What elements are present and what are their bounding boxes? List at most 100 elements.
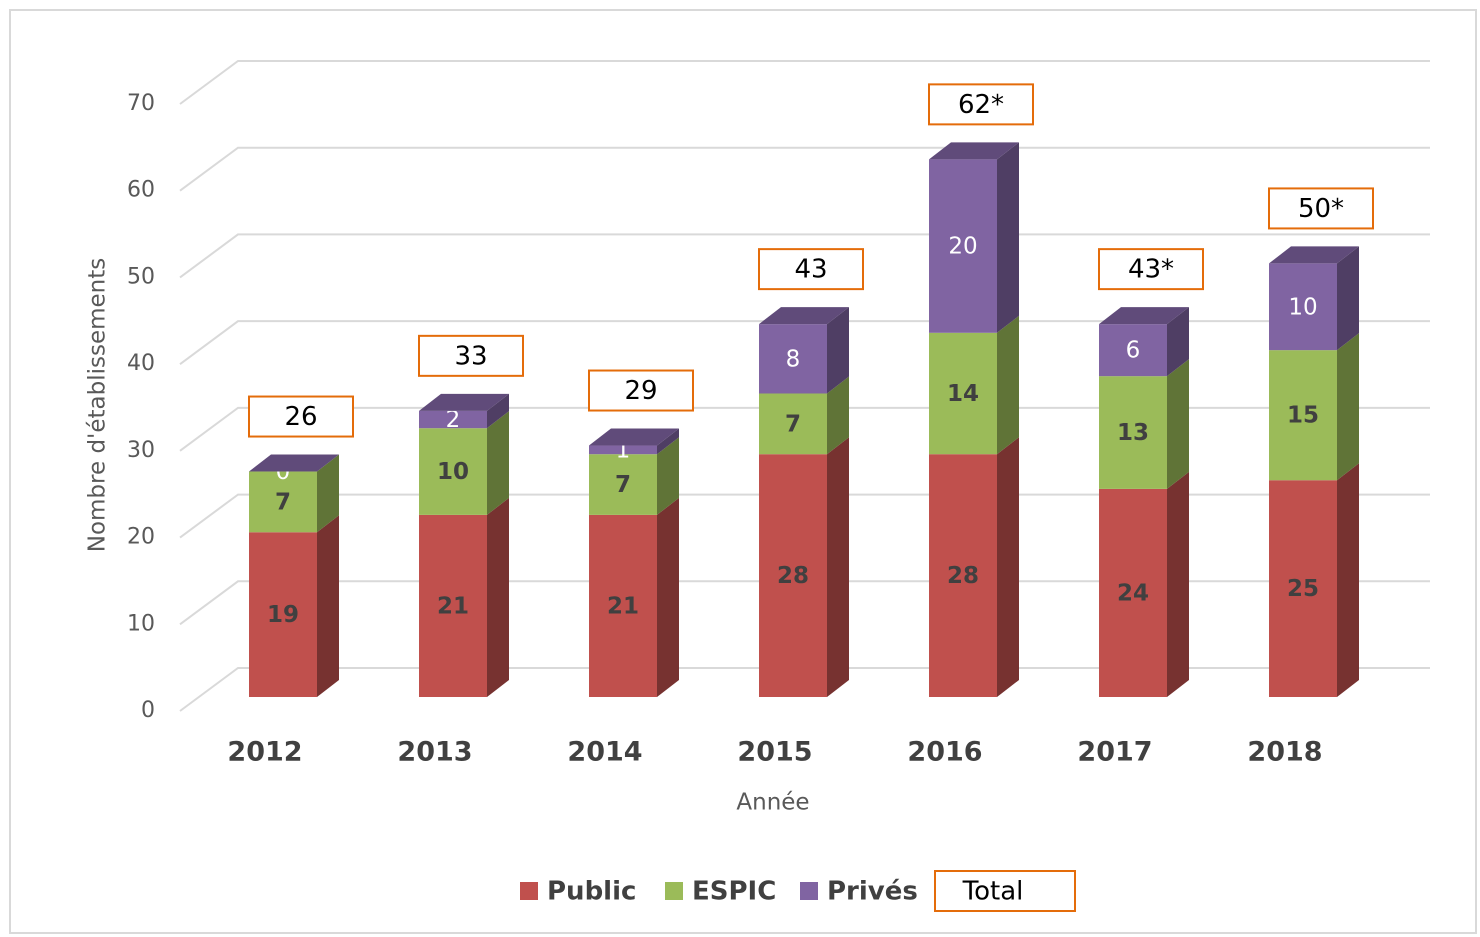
data-label: 7 (275, 489, 291, 515)
grid-line (179, 320, 1430, 365)
x-tick-label: 2018 (1247, 737, 1322, 768)
bar-segment (759, 393, 827, 455)
bar-segment (589, 445, 657, 455)
legend-label: Privés (827, 877, 918, 907)
total-label: 43 (794, 255, 827, 285)
data-label: 25 (1287, 576, 1319, 602)
x-tick-label: 2017 (1077, 737, 1152, 768)
total-label: 26 (284, 402, 317, 432)
total-label: 33 (454, 341, 487, 371)
bar-segment (759, 454, 827, 697)
bar-top (589, 428, 679, 446)
total-box (1098, 248, 1204, 291)
bar-segment (249, 532, 317, 697)
bar-side (1337, 246, 1359, 351)
bar-segment (1099, 488, 1167, 697)
x-tick-label: 2016 (907, 737, 982, 768)
bar-side (487, 411, 509, 515)
total-label: 29 (624, 376, 657, 406)
grid-line (179, 146, 1430, 192)
legend-swatch (665, 882, 683, 900)
bar-side (997, 437, 1019, 697)
data-label: 7 (615, 472, 631, 498)
y-tick-label: 40 (127, 351, 155, 376)
total-box (758, 248, 864, 291)
data-label: 10 (1288, 294, 1317, 320)
y-tick-label: 30 (127, 438, 155, 463)
data-label: 28 (777, 563, 809, 589)
bar-side (657, 428, 679, 455)
total-label: 62* (958, 90, 1004, 120)
legend-total-box (934, 870, 1076, 912)
bar-segment (1099, 324, 1167, 377)
bar-segment (929, 159, 997, 333)
bar-segment (759, 324, 827, 394)
total-box (1268, 187, 1374, 230)
total-label: 50* (1298, 194, 1344, 224)
data-label: 24 (1117, 580, 1149, 606)
data-label: 19 (267, 602, 299, 628)
x-tick-label: 2015 (737, 737, 812, 768)
y-tick-label: 10 (127, 611, 155, 636)
legend-label: ESPIC (692, 877, 776, 907)
bar-segment (929, 454, 997, 697)
bar-top (1269, 246, 1359, 264)
bar-side (1167, 359, 1189, 489)
grid-line (179, 580, 1430, 626)
bar-side (997, 142, 1019, 333)
total-box (248, 395, 354, 438)
bar-side (997, 315, 1019, 455)
y-tick-label: 70 (127, 91, 155, 116)
bar-segment (589, 514, 657, 697)
bar-side (1337, 463, 1359, 697)
total-box (418, 334, 524, 377)
bar-side (487, 497, 509, 697)
data-label: 8 (786, 346, 801, 372)
bar-top (929, 142, 1019, 160)
bar-side (657, 497, 679, 697)
grid-line (179, 60, 1430, 105)
total-box (928, 83, 1034, 126)
bar-segment (249, 471, 317, 533)
bar-top (249, 454, 339, 472)
total-label: 43* (1128, 255, 1174, 285)
bar-segment (1099, 376, 1167, 489)
data-label: 10 (437, 459, 469, 485)
total-box (588, 369, 694, 412)
grid-line (179, 406, 1430, 452)
y-tick-label: 60 (127, 178, 155, 203)
bar-side (1167, 471, 1189, 697)
bar-top (1099, 307, 1189, 325)
bar-segment (419, 428, 487, 515)
legend-label: Total (962, 877, 1024, 907)
bar-segment (419, 514, 487, 697)
y-tick-label: 0 (141, 698, 155, 723)
data-label: 14 (947, 381, 979, 407)
bar-side (1167, 307, 1189, 377)
bar-side (317, 515, 339, 697)
data-label: 15 (1287, 403, 1319, 429)
bar-segment (1269, 480, 1337, 697)
legend-label: Public (547, 877, 636, 907)
grid-line (179, 233, 1430, 279)
bar-segment (1269, 350, 1337, 481)
y-axis-label: Nombre d'établissements (85, 258, 111, 553)
bar-side (317, 454, 339, 533)
bar-top (419, 393, 509, 411)
legend-swatch (520, 882, 538, 900)
bar-segment (419, 410, 487, 429)
bar-top (759, 307, 849, 325)
data-label: 7 (785, 411, 801, 437)
grid-line (179, 493, 1430, 539)
bar-side (827, 307, 849, 394)
x-tick-label: 2014 (567, 737, 642, 768)
x-tick-label: 2012 (227, 737, 302, 768)
bar-side (827, 376, 849, 455)
legend-swatch (800, 882, 818, 900)
bar-side (1337, 333, 1359, 481)
grid-line (179, 667, 1430, 712)
bar-side (827, 437, 849, 697)
bar-side (487, 393, 509, 429)
x-axis-label: Année (736, 790, 809, 816)
bar-segment (1269, 263, 1337, 351)
